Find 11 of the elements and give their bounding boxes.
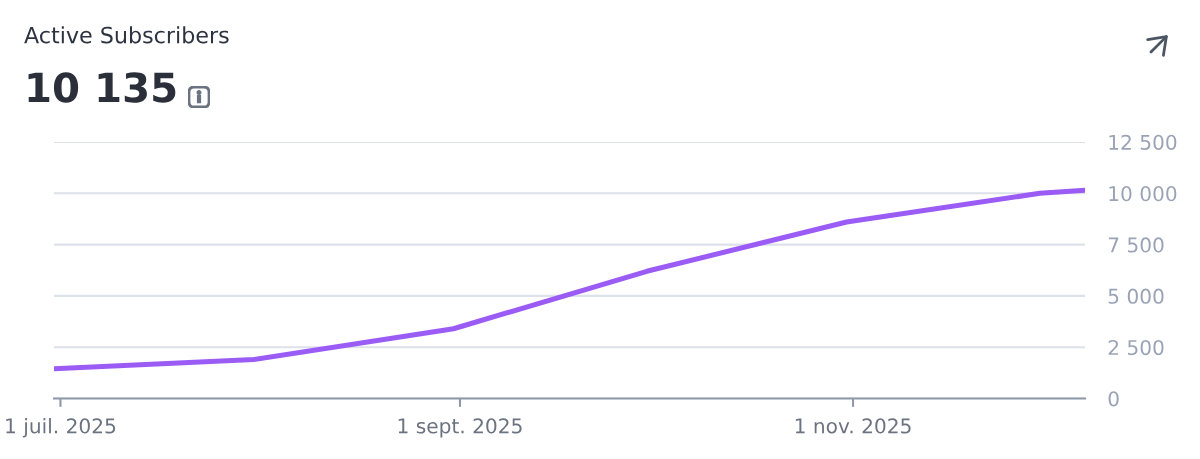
y-tick-label: 10 000	[1109, 186, 1177, 202]
y-tick-label: 5 000	[1108, 288, 1164, 304]
x-tick-label: 1 juil. 2025	[6, 417, 116, 438]
y-tick-label: 12 500	[1109, 134, 1177, 150]
x-tick-label: 1 sept. 2025	[398, 418, 522, 438]
y-tick-label: 7 500	[1108, 237, 1164, 253]
y-tick-label: 2 500	[1108, 339, 1164, 356]
chart-subtitle: 10 135	[28, 72, 176, 103]
x-tick-label: 1 nov. 2025	[795, 418, 911, 434]
y-tick-label: 0	[1108, 391, 1119, 407]
chart-title: Active Subscribers	[24, 26, 229, 44]
